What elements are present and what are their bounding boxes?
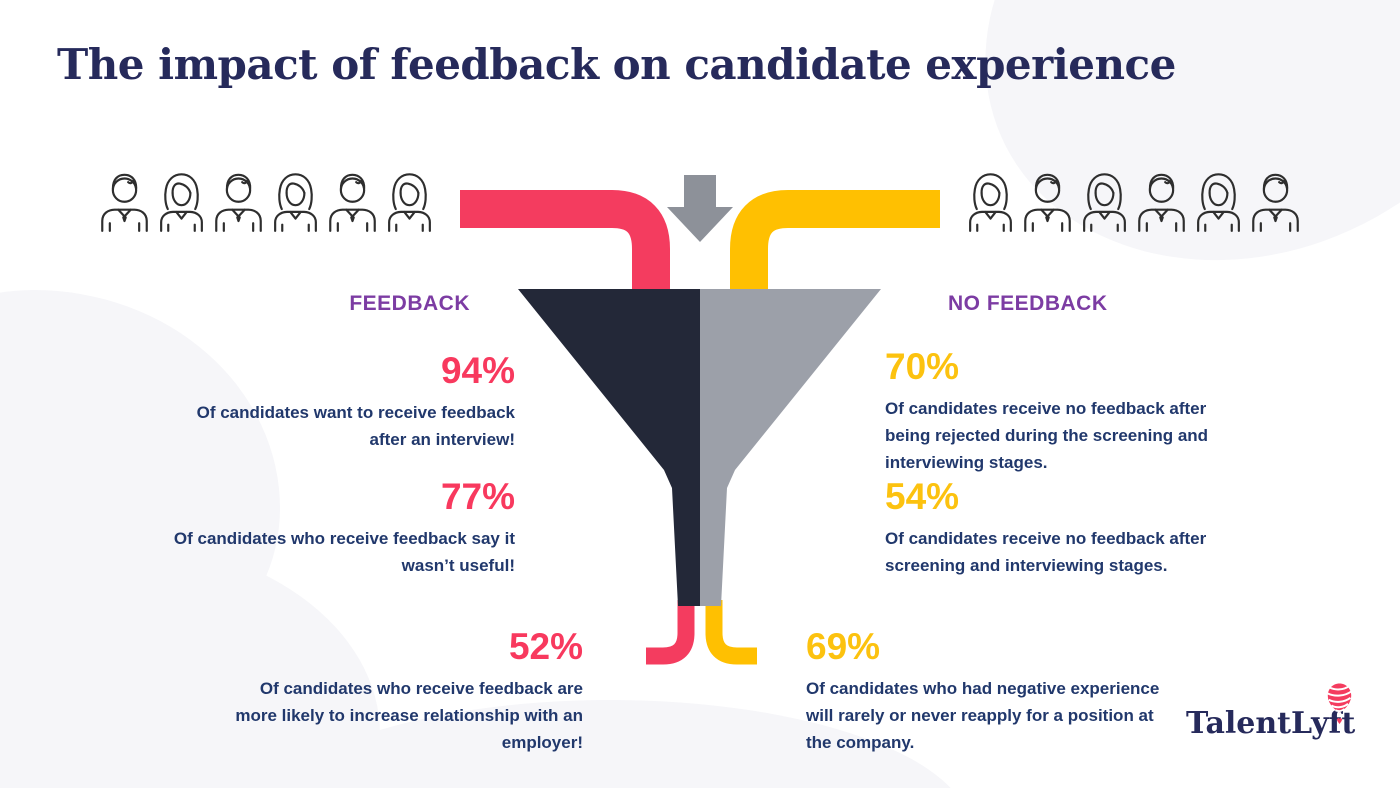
- stat-text-line: Of candidates who receive feedback say i…: [173, 529, 515, 548]
- stat-value: 54%: [885, 476, 960, 517]
- candidates-row-left: [98, 168, 436, 234]
- balloon-heart: [1336, 718, 1343, 724]
- person-male-icon: [212, 168, 265, 234]
- person-male-icon: [326, 168, 379, 234]
- stat-feedback-2: 77% Of candidates who receive feedback s…: [174, 478, 515, 579]
- stat-text-line: will rarely or never reapply for a posit…: [806, 706, 1154, 726]
- down-arrow-icon: [667, 175, 733, 242]
- stat-description: Of candidates who receive feedback say i…: [174, 525, 515, 579]
- stat-text-line: employer!: [501, 733, 583, 753]
- stat-description: Of candidates receive no feedback after b…: [885, 395, 1208, 477]
- funnel-left-half: [518, 289, 700, 606]
- yellow-inflow-pipe: [730, 190, 940, 295]
- yellow-outflow-pipe: [705, 600, 757, 665]
- balloon-stripes: [1327, 685, 1352, 713]
- stat-no-feedback-2: 54% Of candidates receive no feedback af…: [885, 478, 1206, 579]
- stat-description: Of candidates receive no feedback after s…: [885, 525, 1206, 579]
- person-female-icon: [269, 168, 322, 234]
- stat-text-line: wasn’t useful!: [401, 556, 515, 576]
- stat-text-line: Of candidates want to receive feedback: [196, 403, 515, 422]
- stat-text-line: Of candidates receive no feedback after: [885, 529, 1207, 548]
- person-female-icon: [1078, 168, 1131, 234]
- stat-description: Of candidates who receive feedback are mo…: [235, 675, 583, 757]
- page-title: The impact of feedback on candidate expe…: [57, 40, 1176, 89]
- stat-value: 77%: [440, 476, 515, 517]
- person-female-icon: [964, 168, 1017, 234]
- stat-feedback-1: 94% Of candidates want to receive feedba…: [197, 352, 515, 453]
- stat-value: 52%: [508, 626, 583, 667]
- person-male-icon: [1135, 168, 1188, 234]
- stat-no-feedback-3: 69% Of candidates who had negative exper…: [806, 628, 1159, 757]
- pink-outflow-pipe: [646, 600, 695, 665]
- stat-text-line: after an interview!: [369, 430, 516, 450]
- stat-text-line: being rejected during the screening and: [885, 426, 1209, 446]
- stat-value: 70%: [885, 346, 960, 387]
- stat-value: 69%: [806, 626, 881, 667]
- stat-value: 94%: [440, 350, 515, 391]
- stat-text-line: Of candidates who receive feedback are: [259, 679, 583, 698]
- person-male-icon: [98, 168, 151, 234]
- person-male-icon: [1249, 168, 1302, 234]
- stat-feedback-3: 52% Of candidates who receive feedback a…: [235, 628, 583, 757]
- person-female-icon: [1192, 168, 1245, 234]
- person-male-icon: [1021, 168, 1074, 234]
- stat-text-line: screening and interviewing stages.: [885, 556, 1168, 576]
- pink-inflow-pipe: [460, 190, 670, 295]
- stat-text-line: the company.: [806, 733, 915, 753]
- candidates-row-right: [964, 168, 1302, 234]
- person-female-icon: [155, 168, 208, 234]
- stat-description: Of candidates who had negative experienc…: [806, 675, 1159, 757]
- logo-wordmark: TalentLyft: [1186, 706, 1356, 741]
- stat-no-feedback-1: 70% Of candidates receive no feedback af…: [885, 348, 1208, 477]
- stat-text-line: Of candidates receive no feedback after: [885, 399, 1207, 418]
- feedback-label: FEEDBACK: [349, 292, 470, 315]
- stat-description: Of candidates want to receive feedback af…: [197, 399, 515, 453]
- stat-text-line: Of candidates who had negative experienc…: [806, 679, 1160, 698]
- balloon-icon: [1327, 683, 1352, 724]
- no-feedback-label: NO FEEDBACK: [948, 292, 1108, 315]
- stat-text-line: interviewing stages.: [885, 453, 1048, 473]
- person-female-icon: [383, 168, 436, 234]
- stat-text-line: more likely to increase relationship wit…: [235, 706, 583, 726]
- talentlyft-logo: TalentLyft: [1186, 682, 1366, 752]
- funnel-right-half: [700, 289, 881, 606]
